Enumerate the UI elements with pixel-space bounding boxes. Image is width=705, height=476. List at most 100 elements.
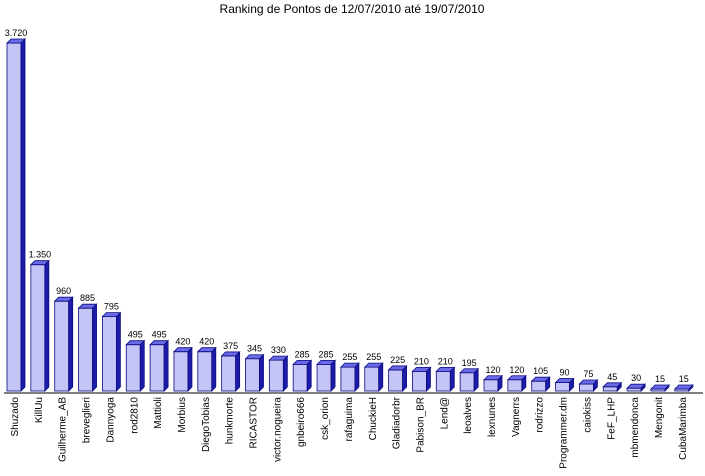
category-label: DiegoTobias — [201, 397, 212, 452]
bar-front — [483, 379, 499, 392]
bar-top — [459, 368, 480, 374]
value-label: 420 — [199, 337, 214, 347]
bar-front — [388, 369, 404, 392]
bar — [172, 346, 193, 392]
category-label: KillUu — [34, 397, 45, 423]
value-label: 375 — [223, 341, 238, 351]
bar-side — [211, 346, 217, 392]
bar-front — [221, 355, 237, 392]
value-label: 225 — [390, 355, 405, 365]
bar-top — [149, 340, 170, 346]
bar — [292, 359, 313, 392]
bar-front — [340, 366, 356, 392]
bar-front — [102, 316, 117, 392]
bar-side — [139, 339, 145, 392]
category-label: mbmendonca — [630, 397, 641, 458]
value-label: 330 — [271, 345, 286, 355]
category-label: gnbeiro666 — [296, 397, 307, 447]
bar — [339, 362, 360, 392]
bar-front — [459, 372, 475, 392]
category-label: breveglieri — [82, 397, 93, 443]
value-label: 420 — [175, 337, 190, 347]
bar — [387, 364, 408, 392]
value-labels-group: 3.720 1.350 960 885 795 495 495 420 420 375 345 330… — [5, 28, 689, 384]
value-label: 210 — [438, 356, 453, 366]
bar-front — [292, 363, 308, 392]
bar — [602, 381, 623, 392]
bar-side — [235, 350, 241, 392]
value-label: 255 — [342, 352, 357, 362]
category-label: ChuckieH — [368, 397, 379, 440]
bar — [483, 374, 503, 392]
bar-top — [244, 354, 265, 360]
bar-side — [378, 362, 384, 392]
bar — [149, 339, 170, 392]
bar — [53, 296, 74, 392]
bar — [363, 362, 384, 392]
value-label: 90 — [560, 368, 570, 378]
bar-top — [578, 379, 599, 385]
category-label: leoalves — [463, 397, 474, 434]
bar-side — [116, 311, 121, 392]
chart-title: Ranking de Pontos de 12/07/2010 até 19/0… — [220, 2, 485, 16]
value-label: 105 — [533, 366, 548, 376]
bar-front — [316, 363, 332, 392]
bar-front — [245, 358, 260, 392]
category-label: hunkmorte — [225, 397, 236, 445]
bar-top — [554, 378, 575, 383]
value-label: 1.350 — [29, 250, 52, 260]
value-label: 285 — [319, 349, 334, 359]
value-label: 495 — [152, 330, 167, 340]
value-label: 45 — [607, 372, 617, 382]
value-label: 345 — [247, 344, 262, 354]
category-label: Mengonit — [654, 397, 665, 438]
bar-side — [330, 359, 336, 392]
bar-top — [268, 355, 289, 361]
bar-front — [125, 344, 141, 392]
value-label: 30 — [631, 373, 641, 383]
bar-top — [6, 38, 26, 44]
category-label: Pabison_BR — [415, 397, 426, 453]
bar-side — [44, 259, 50, 392]
bar — [435, 366, 456, 392]
bar-top — [196, 347, 217, 353]
bar-top — [530, 376, 551, 382]
bar — [626, 383, 647, 392]
bar-front — [78, 307, 93, 392]
bar-top — [483, 375, 503, 381]
bar — [459, 367, 480, 392]
category-label: csk_orion — [320, 397, 331, 440]
bar-side — [354, 362, 360, 392]
bar — [77, 303, 98, 392]
category-label: rod2810 — [129, 397, 140, 434]
value-label: 15 — [679, 374, 689, 384]
value-label: 885 — [80, 293, 95, 303]
value-label: 15 — [655, 374, 665, 384]
value-label: 195 — [462, 358, 477, 368]
bar-top — [292, 359, 313, 365]
bar-front — [412, 370, 427, 392]
bar-top — [125, 340, 146, 346]
category-label: Lend@ — [439, 397, 450, 429]
bar — [244, 353, 265, 392]
bar — [530, 376, 551, 392]
value-label: 210 — [414, 356, 429, 366]
bar-top — [77, 303, 98, 309]
bar-front — [579, 383, 594, 392]
bar — [125, 339, 146, 392]
category-label: rafaguima — [344, 397, 355, 442]
category-label: RICASTOR — [249, 397, 260, 449]
bar-top — [626, 383, 647, 389]
category-label: Morbius — [177, 397, 188, 433]
bar-top — [506, 375, 527, 381]
bar — [101, 311, 122, 392]
category-label: Vagnerrs — [511, 397, 522, 437]
bar-front — [268, 359, 284, 392]
bar — [673, 384, 694, 392]
category-label: caiokiss — [582, 397, 593, 433]
bar-side — [92, 303, 97, 392]
bar-front — [555, 382, 570, 392]
value-label: 120 — [509, 365, 524, 375]
bar-front — [435, 370, 451, 392]
